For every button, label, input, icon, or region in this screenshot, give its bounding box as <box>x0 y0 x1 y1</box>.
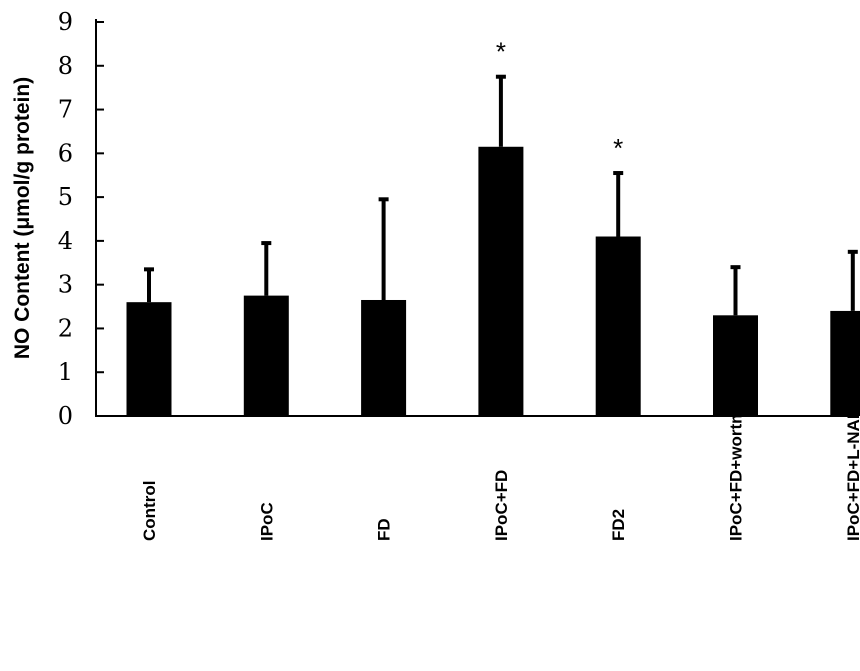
y-tick-label: 4 <box>58 227 73 255</box>
significance-marker: * <box>496 37 506 67</box>
bar <box>713 315 758 416</box>
error-bars <box>144 74 858 316</box>
y-tick-label: 8 <box>58 52 73 80</box>
x-tick-label: FD2 <box>609 509 628 541</box>
significance-marker: * <box>613 133 623 163</box>
y-tick-label: 2 <box>58 314 73 342</box>
y-tick-label: 5 <box>58 183 73 211</box>
bars <box>126 146 860 416</box>
bar <box>361 299 407 416</box>
x-tick-label: IPoC <box>257 502 276 541</box>
x-tick-label: Control <box>140 481 159 541</box>
x-tick-labels: Control IPoC FD IPoC+FD FD2 IPoC+FD+wortmanni… <box>140 363 860 541</box>
bar <box>126 302 172 416</box>
x-tick-label: IPoC+FD+L-NAME <box>844 394 860 541</box>
y-tick-label: 0 <box>58 402 73 430</box>
annotations: ** <box>496 37 623 163</box>
y-tick-label: 1 <box>58 358 73 386</box>
x-tick-label: IPoC+FD <box>492 470 511 541</box>
y-tick-label: 6 <box>58 139 73 167</box>
bar <box>595 236 641 416</box>
y-tick-label: 9 <box>58 8 73 36</box>
bar <box>243 295 289 416</box>
y-tick-label: 3 <box>58 271 73 299</box>
y-ticks: 0 1 2 3 4 5 6 7 8 9 <box>58 8 104 430</box>
y-axis: 0 1 2 3 4 5 6 7 8 9 <box>58 8 104 430</box>
bar <box>830 310 860 416</box>
x-tick-label: IPoC+FD+wortmannin <box>727 363 746 541</box>
y-axis-label: NO Content (μmol/g protein) <box>11 77 34 359</box>
bar <box>478 146 524 416</box>
y-tick-label: 7 <box>58 96 73 124</box>
x-tick-label: FD <box>375 518 394 541</box>
